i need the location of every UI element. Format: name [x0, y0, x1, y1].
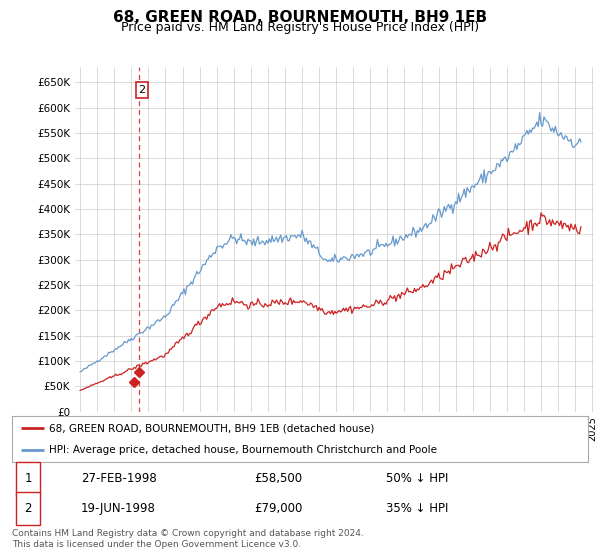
Text: 68, GREEN ROAD, BOURNEMOUTH, BH9 1EB: 68, GREEN ROAD, BOURNEMOUTH, BH9 1EB [113, 10, 487, 25]
Text: 27-FEB-1998: 27-FEB-1998 [81, 472, 157, 485]
Text: 35% ↓ HPI: 35% ↓ HPI [386, 502, 449, 515]
FancyBboxPatch shape [16, 492, 40, 525]
Text: 2: 2 [139, 85, 145, 95]
Text: Contains HM Land Registry data © Crown copyright and database right 2024.
This d: Contains HM Land Registry data © Crown c… [12, 529, 364, 549]
Text: Price paid vs. HM Land Registry's House Price Index (HPI): Price paid vs. HM Land Registry's House … [121, 21, 479, 34]
Text: 19-JUN-1998: 19-JUN-1998 [81, 502, 156, 515]
Text: £58,500: £58,500 [254, 472, 302, 485]
Text: 1: 1 [25, 472, 32, 485]
Text: 2: 2 [25, 502, 32, 515]
Text: 68, GREEN ROAD, BOURNEMOUTH, BH9 1EB (detached house): 68, GREEN ROAD, BOURNEMOUTH, BH9 1EB (de… [49, 423, 375, 433]
Text: £79,000: £79,000 [254, 502, 302, 515]
Text: 50% ↓ HPI: 50% ↓ HPI [386, 472, 449, 485]
Text: HPI: Average price, detached house, Bournemouth Christchurch and Poole: HPI: Average price, detached house, Bour… [49, 445, 437, 455]
FancyBboxPatch shape [16, 462, 40, 495]
